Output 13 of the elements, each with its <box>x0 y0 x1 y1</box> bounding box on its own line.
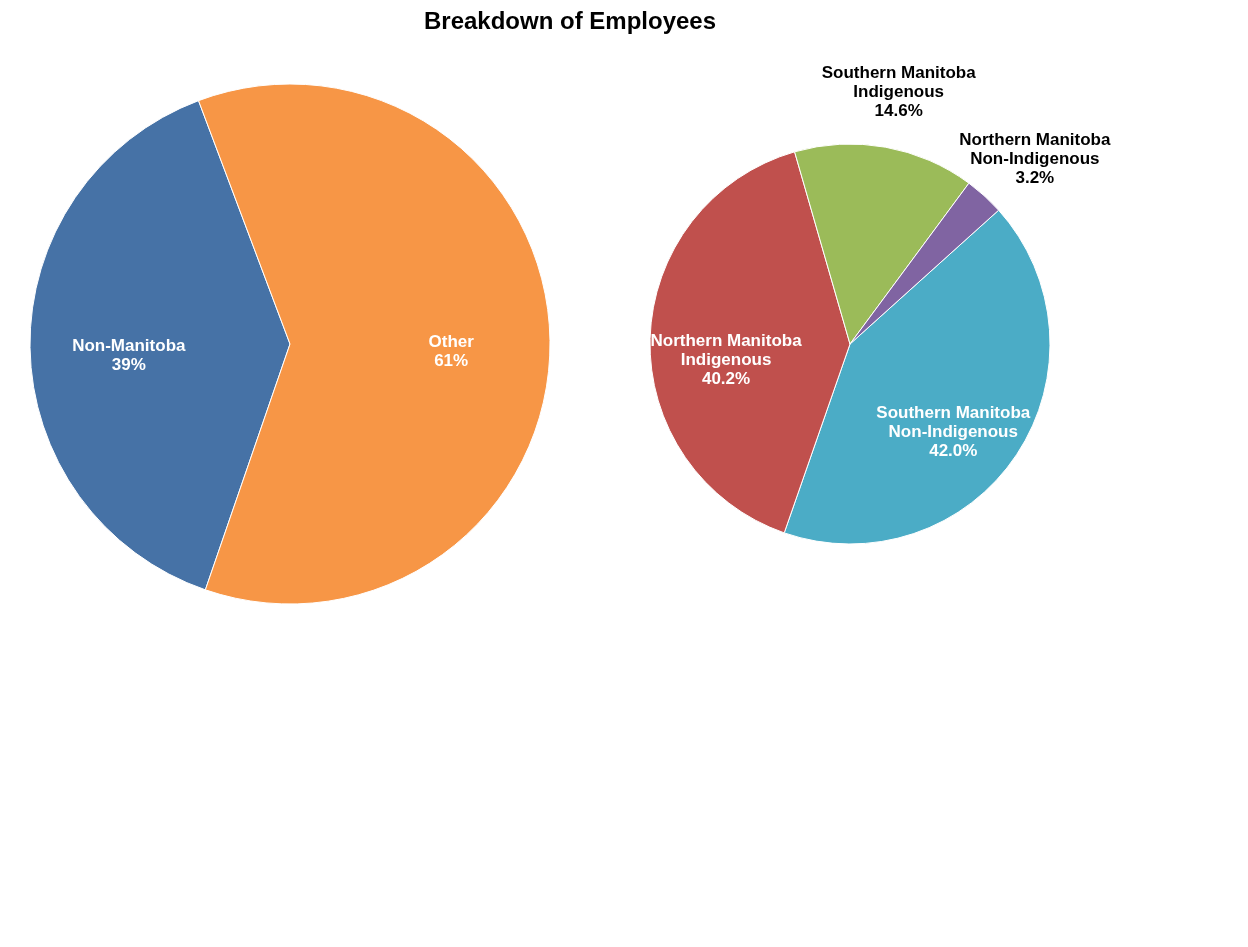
data-label: 3.2% <box>1015 168 1055 188</box>
slice-label: Northern Manitoba Indigenous <box>650 330 803 369</box>
slice-label: Southern Manitoba Indigenous <box>821 63 977 102</box>
slice-label: Northern Manitoba Non-Indigenous <box>959 130 1111 169</box>
slice-label: Non-Manitoba <box>72 336 187 356</box>
data-label: 14.6% <box>874 101 923 121</box>
data-label: 40.2% <box>701 368 751 388</box>
chart-title: Breakdown of Employees <box>423 7 717 34</box>
data-label: 39% <box>111 355 146 375</box>
data-label: 42.0% <box>929 440 978 460</box>
slice-label: Southern Manitoba Non-Indigenous <box>876 402 1031 441</box>
slice-label: Other <box>428 331 475 351</box>
data-label: 61% <box>434 350 469 370</box>
